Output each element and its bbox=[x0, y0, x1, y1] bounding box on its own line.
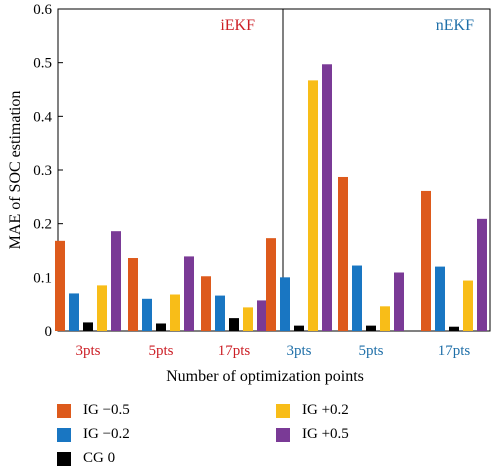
x-tick-label: 5pts bbox=[148, 343, 173, 359]
legend-item-ig-plus-0-5: IG +0.5 bbox=[276, 426, 349, 443]
legend-label: IG −0.2 bbox=[83, 426, 130, 442]
panel-label: iEKF bbox=[220, 17, 255, 34]
bar bbox=[69, 293, 79, 331]
y-tick-label: 0.4 bbox=[33, 109, 52, 125]
y-tick-label: 0.5 bbox=[33, 56, 52, 72]
bar bbox=[294, 325, 304, 331]
bar bbox=[55, 240, 65, 331]
legend-item-cg-0: CG 0 bbox=[57, 450, 115, 467]
bar bbox=[435, 266, 445, 331]
panel-label: nEKF bbox=[436, 17, 474, 34]
bar bbox=[156, 323, 166, 331]
bar bbox=[449, 326, 459, 331]
x-axis-title: Number of optimization points bbox=[166, 368, 364, 385]
x-tick-label: 3pts bbox=[75, 343, 100, 359]
bar bbox=[352, 265, 362, 331]
legend: IG −0.5 IG −0.2 CG 0 IG +0.2 IG +0.5 bbox=[57, 398, 487, 466]
legend-item-ig-plus-0-2: IG +0.2 bbox=[276, 402, 349, 419]
bar bbox=[421, 190, 431, 331]
y-tick-label: 0.2 bbox=[33, 217, 52, 233]
legend-label: IG +0.2 bbox=[302, 402, 349, 418]
legend-swatch bbox=[57, 403, 71, 418]
bar bbox=[229, 318, 239, 331]
bar bbox=[338, 176, 348, 331]
bar bbox=[170, 294, 180, 331]
y-axis-title: MAE of SOC estimation bbox=[7, 91, 24, 250]
legend-label: IG +0.5 bbox=[302, 426, 349, 442]
bar bbox=[477, 218, 487, 331]
bar bbox=[266, 238, 276, 331]
bar bbox=[366, 325, 376, 331]
bar bbox=[243, 307, 253, 331]
legend-item-ig-minus-0-2: IG −0.2 bbox=[57, 426, 130, 443]
legend-label: CG 0 bbox=[83, 450, 116, 466]
bar bbox=[142, 298, 152, 331]
y-tick-label: 0.6 bbox=[33, 2, 52, 18]
legend-item-ig-minus-0-5: IG −0.5 bbox=[57, 402, 130, 419]
bar bbox=[83, 322, 93, 331]
x-tick-label: 3pts bbox=[286, 343, 311, 359]
bar bbox=[111, 231, 121, 331]
legend-swatch bbox=[57, 427, 71, 442]
bar bbox=[308, 80, 318, 331]
bar bbox=[463, 280, 473, 331]
bar bbox=[215, 295, 225, 331]
x-tick-label: 17pts bbox=[218, 343, 251, 359]
bar bbox=[184, 256, 194, 331]
bar bbox=[394, 272, 404, 331]
bar-chart: 0 0.1 0.2 0.3 0.4 0.5 0.6 MAE of SOC estimation… bbox=[7, 2, 491, 385]
bar bbox=[201, 276, 211, 331]
y-tick-label: 0.1 bbox=[33, 270, 52, 286]
legend-swatch bbox=[276, 403, 290, 418]
bar bbox=[380, 306, 390, 331]
bar bbox=[257, 300, 267, 331]
bar bbox=[280, 277, 290, 331]
bar bbox=[128, 258, 138, 331]
bar bbox=[97, 285, 107, 331]
x-tick-label: 17pts bbox=[438, 343, 471, 359]
legend-label: IG −0.5 bbox=[83, 402, 130, 418]
legend-swatch bbox=[57, 451, 71, 466]
legend-swatch bbox=[276, 427, 290, 442]
y-tick-label: 0.3 bbox=[33, 163, 52, 179]
bar bbox=[322, 64, 332, 331]
x-tick-label: 5pts bbox=[358, 343, 383, 359]
y-tick-label: 0 bbox=[45, 324, 53, 340]
